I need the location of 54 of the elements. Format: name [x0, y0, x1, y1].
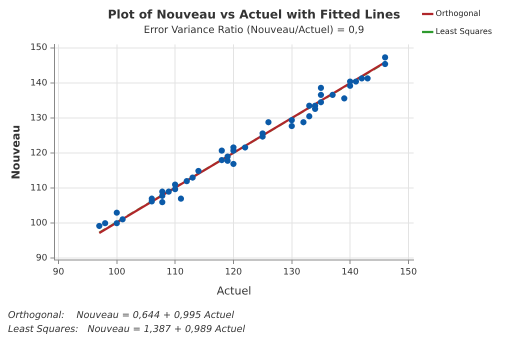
- y-tick-label: 110: [30, 183, 48, 194]
- point: [306, 102, 312, 109]
- x-tick-label: 130: [283, 268, 301, 278]
- point: [190, 174, 196, 181]
- point: [218, 156, 225, 164]
- point: [352, 78, 360, 85]
- point: [102, 220, 108, 226]
- x-tick-label: 90: [52, 268, 64, 278]
- point: [288, 122, 295, 130]
- x-axis-title: Actuel: [216, 284, 252, 298]
- point: [242, 144, 248, 151]
- point: [265, 119, 272, 126]
- point: [288, 117, 295, 124]
- point: [382, 60, 388, 68]
- point: [96, 222, 102, 230]
- y-tick-label: 130: [30, 113, 48, 124]
- x-tick-label: 100: [108, 268, 126, 278]
- point: [178, 196, 184, 202]
- x-tick-label: 120: [224, 268, 242, 278]
- point: [382, 54, 388, 60]
- chart-title: Plot of Nouveau vs Actuel with Fitted Lines: [108, 7, 400, 22]
- y-tick-label: 100: [30, 218, 48, 229]
- y-tick-label: 120: [30, 148, 48, 158]
- x-tick-label: 110: [166, 268, 184, 278]
- point: [166, 188, 172, 195]
- point: [364, 75, 371, 82]
- point: [341, 95, 348, 102]
- point: [114, 210, 120, 216]
- x-tick-label: 150: [400, 268, 418, 278]
- point: [120, 216, 126, 222]
- y-tick-label: 90: [36, 254, 48, 264]
- text: Least Squares: Nouveau = 1,387 + 0,989 Actuel: [8, 324, 246, 335]
- point: [230, 148, 237, 154]
- point: [114, 220, 120, 226]
- text: Orthogonal: Nouveau = 0,644 + 0,995 Actuel: [8, 310, 235, 321]
- point: [306, 113, 312, 120]
- point: [195, 168, 202, 174]
- y-tick-label: 150: [30, 43, 48, 54]
- point: [318, 99, 324, 106]
- point: [358, 75, 365, 82]
- point: [159, 199, 166, 206]
- point: [230, 160, 237, 168]
- y-axis-title: Nouveau: [9, 124, 22, 180]
- legend-label: Least Squares: [436, 27, 492, 36]
- legend-label: Orthogonal: [436, 9, 481, 18]
- chart-subtitle: Error Variance Ratio (Nouveau/Actuel) = 0,9: [144, 24, 364, 36]
- point: [218, 148, 225, 154]
- point: [184, 178, 190, 184]
- point: [318, 92, 324, 98]
- y-tick-label: 140: [30, 78, 48, 88]
- x-tick-label: 140: [342, 268, 359, 278]
- point: [300, 119, 307, 126]
- point: [330, 92, 336, 98]
- point: [318, 84, 324, 91]
